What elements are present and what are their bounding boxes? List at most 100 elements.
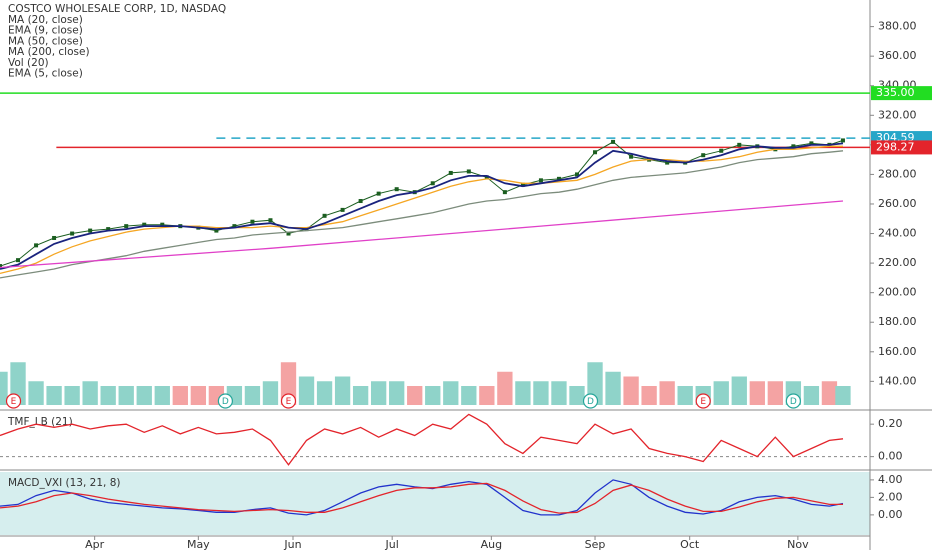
candle [286,231,291,236]
y-tick-label: 2.00 [878,490,903,503]
indicator-label: MA (50, close) [8,35,83,47]
candle [520,182,525,187]
volume-bar [551,381,567,405]
y-tick-label: 200.00 [878,286,917,299]
candle [142,222,147,227]
x-tick-label: Aug [481,538,502,550]
y-tick-label: 4.00 [878,473,903,486]
volume-bar [533,381,549,405]
candle [88,228,93,233]
chart-title: COSTCO WHOLESALE CORP, 1D, NASDAQ [8,3,226,15]
volume-bar [461,386,477,405]
price-level-label: 298.27 [876,140,915,153]
candle [611,139,616,144]
volume-bar [244,386,261,405]
series-line [0,150,844,279]
candle [719,148,724,153]
x-tick-label: Sep [585,538,606,550]
x-tick-label: May [187,538,210,550]
volume-bar [623,376,639,405]
volume-bar [64,386,80,405]
volume-bar [262,381,279,405]
volume-bar [298,376,315,405]
volume-bar [803,386,820,405]
candle [593,150,598,155]
volume-bar [641,386,657,405]
candle [70,231,75,236]
event-label: D [587,397,594,407]
indicator-label: MA (20, close) [8,14,83,26]
event-marker [582,393,599,409]
x-tick-label: Jun [283,538,301,550]
candle [124,224,129,229]
volume-bar [190,386,207,405]
volume-bar [479,386,495,405]
pane-title: MACD_VXI (13, 21, 8) [8,477,120,489]
candle [0,264,2,269]
volume-bar [280,362,297,405]
candle [340,207,345,212]
y-tick-label: 320.00 [878,108,917,121]
volume-bar [569,386,585,405]
candle [840,138,845,143]
candle [665,160,670,165]
y-tick-label: 0.00 [878,450,903,463]
candle [502,190,507,195]
event-marker [280,393,297,409]
candle [214,228,219,233]
volume-bar [515,381,531,405]
candle [52,235,57,240]
y-tick-label: 0.00 [878,508,903,521]
x-tick-label: Oct [680,538,700,550]
volume-bar [352,386,369,405]
volume-bar [443,381,459,405]
series-line [0,482,843,514]
event-label: E [700,397,706,407]
indicator-label: MA (200, close) [8,46,90,58]
price-level-tag [871,140,932,155]
candle [791,144,796,149]
volume-bar [407,386,423,405]
candle [737,142,742,147]
indicator-label: EMA (5, close) [8,68,83,80]
volume-bar [835,386,851,405]
candle [358,199,363,204]
volume-bar [713,381,729,405]
candle [629,154,634,159]
candle [34,243,39,248]
volume-bar [118,386,134,405]
candle [322,213,327,218]
series-line [0,413,844,466]
candle [538,178,543,183]
candle [268,218,273,223]
candle [232,224,237,229]
candle [394,187,399,192]
volume-bar [749,381,765,405]
candle [160,222,165,227]
series-line [0,145,843,275]
volume-bar [28,381,44,405]
volume-bar [821,381,838,405]
price-level-label: 335.00 [876,86,915,99]
event-marker [5,393,22,409]
candle [809,141,814,146]
candle [376,191,381,196]
volume-bar [677,386,693,405]
y-tick-label: 360.00 [878,49,917,62]
pane-title: TMF_LB (21) [7,416,73,428]
volume-bar [172,386,188,405]
event-marker [695,393,711,409]
y-tick-label: 380.00 [878,20,917,33]
candle [16,258,21,263]
indicator-label: Vol (20) [8,57,49,69]
candle [466,169,471,174]
event-label: D [790,397,797,407]
volume-bar [316,381,333,405]
volume-bar [425,386,441,405]
y-tick-label: 180.00 [878,315,917,328]
candle [556,176,561,181]
candle [430,181,435,186]
event-marker [217,393,233,409]
volume-bar [605,371,621,405]
